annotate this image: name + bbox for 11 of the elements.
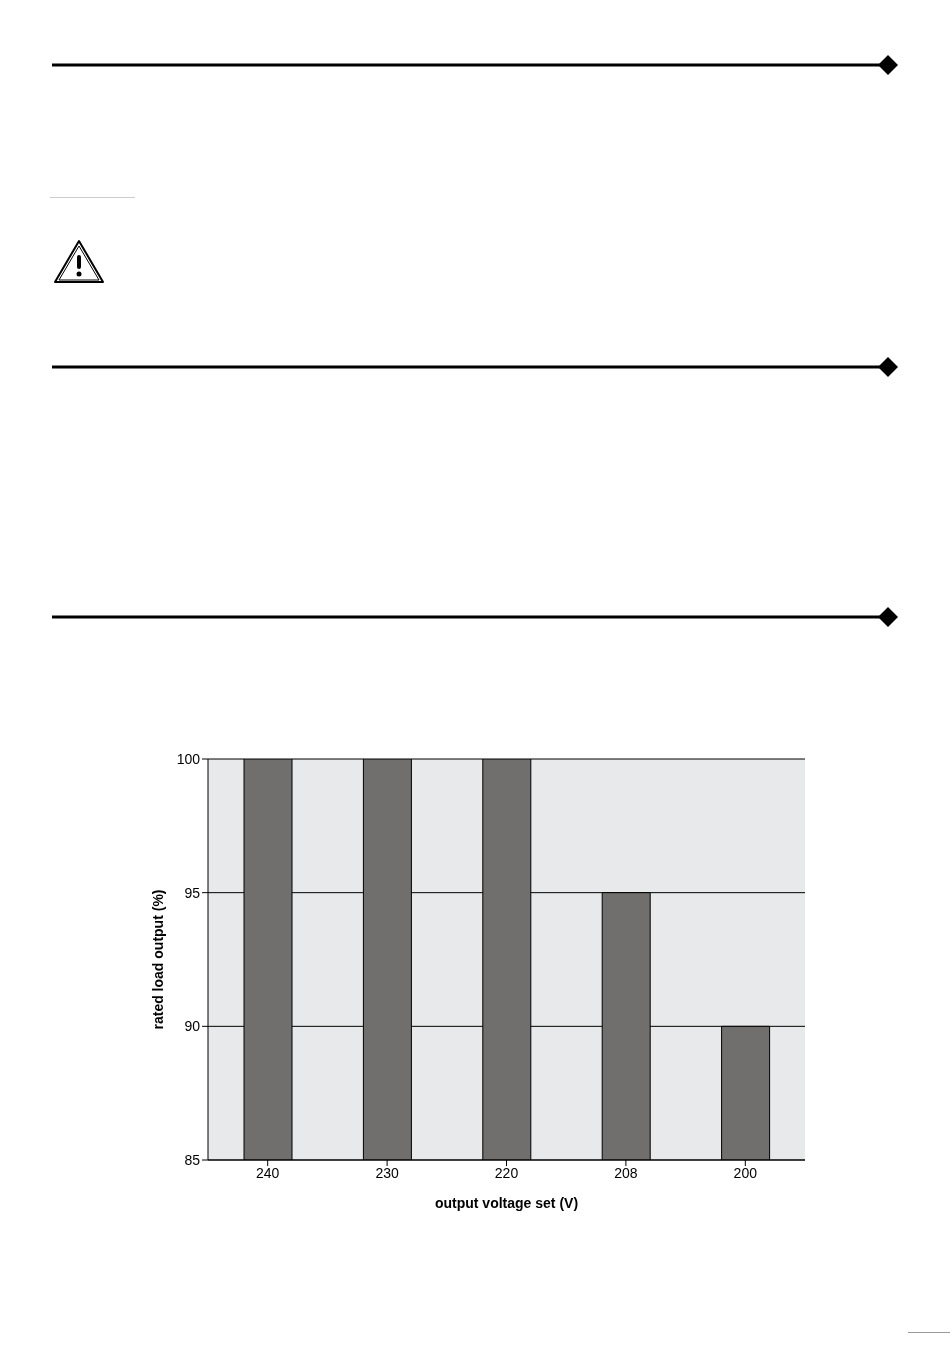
y-tick-label: 100: [176, 750, 201, 767]
y-tick-label: 90: [184, 1018, 201, 1035]
x-axis-title: output voltage set (V): [434, 1195, 579, 1211]
y-axis-title: rated load output (%): [149, 889, 166, 1030]
x-tick-label: 220: [494, 1164, 519, 1181]
x-tick-label: 208: [614, 1164, 638, 1181]
x-tick-label: 200: [733, 1164, 758, 1181]
x-tick-label: 240: [256, 1164, 280, 1181]
y-tick-label: 85: [184, 1151, 201, 1168]
y-tick-label: 95: [184, 884, 201, 901]
x-tick-label: 230: [375, 1164, 399, 1181]
